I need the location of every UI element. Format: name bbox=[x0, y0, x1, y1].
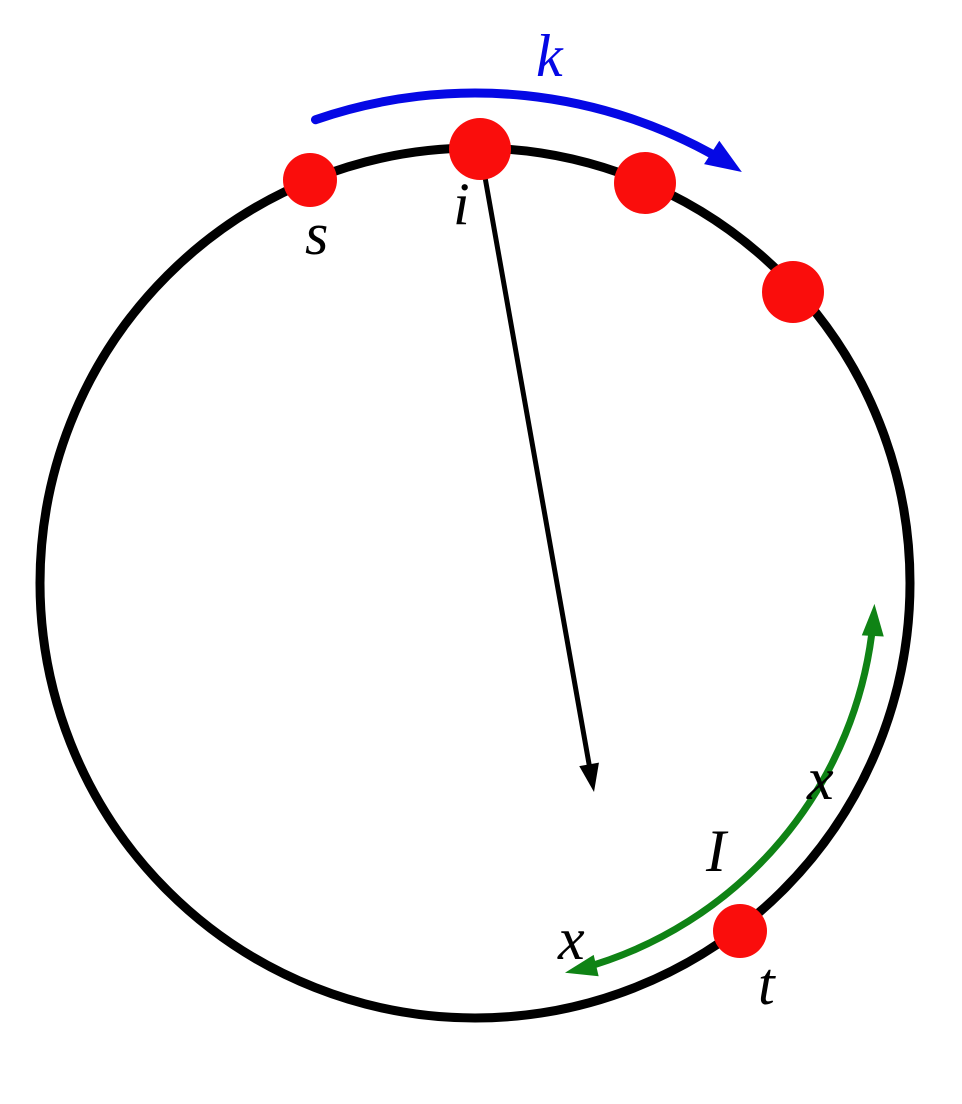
diagram-canvas bbox=[0, 0, 962, 1104]
